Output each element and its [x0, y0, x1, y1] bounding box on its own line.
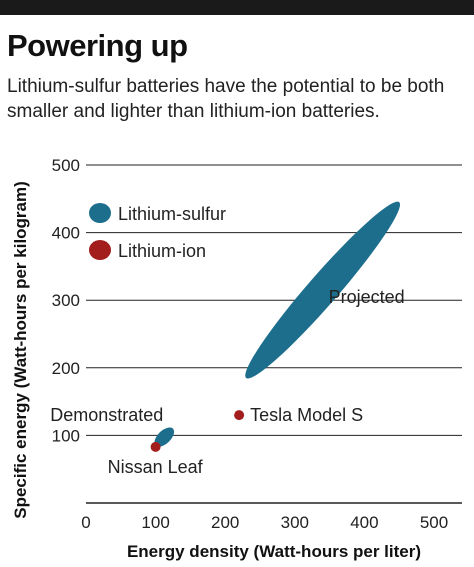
region-label: Projected	[329, 287, 405, 307]
chart-title: Powering up	[7, 28, 188, 63]
y-tick-label: 200	[52, 359, 80, 378]
x-axis-label: Energy density (Watt-hours per liter)	[127, 542, 421, 561]
x-tick-label: 400	[350, 513, 378, 532]
x-tick-label: 300	[281, 513, 309, 532]
legend-label: Lithium-sulfur	[118, 204, 226, 224]
legend-swatch	[89, 240, 111, 260]
region-projected	[245, 201, 401, 379]
chart-subtitle: Lithium-sulfur batteries have the potent…	[7, 76, 445, 122]
legend-label: Lithium-ion	[118, 241, 206, 261]
region-demonstrated	[154, 427, 175, 447]
x-tick-label: 100	[141, 513, 169, 532]
point-tesla-model-s	[234, 410, 245, 421]
y-tick-label: 100	[52, 426, 80, 445]
y-tick-label: 400	[52, 224, 80, 243]
x-tick-label: 500	[420, 513, 448, 532]
y-axis-label: Specific energy (Watt-hours per kilogram…	[11, 181, 30, 519]
region-label: Demonstrated	[50, 405, 163, 425]
point-label: Nissan Leaf	[108, 457, 204, 477]
point-label: Tesla Model S	[250, 405, 363, 425]
x-tick-label: 200	[211, 513, 239, 532]
y-tick-label: 500	[52, 156, 80, 175]
x-tick-label: 0	[81, 513, 90, 532]
legend-swatch	[89, 203, 111, 223]
top-bar	[0, 0, 474, 15]
point-nissan-leaf	[150, 441, 161, 452]
y-tick-label: 300	[52, 291, 80, 310]
